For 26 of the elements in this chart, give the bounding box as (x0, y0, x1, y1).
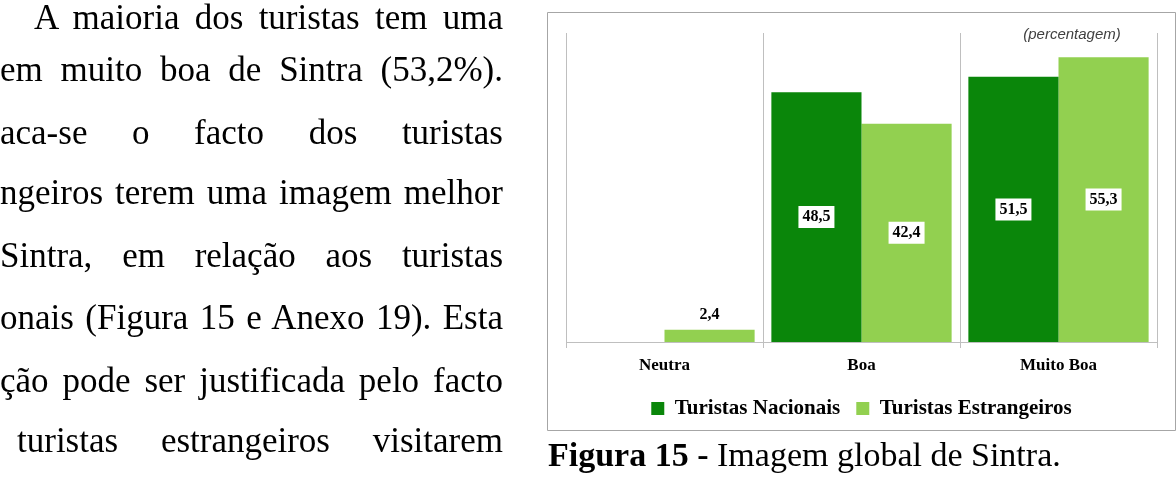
text: Imagem global de Sintra. (716, 436, 1061, 473)
text: (percentagem) (1023, 25, 1121, 43)
bar (1058, 57, 1149, 342)
x-tick-label: Neutra (639, 354, 691, 374)
text: em muito boa de Sintra (53,2%). (0, 50, 503, 89)
bar (861, 123, 952, 342)
text: Sintra, em relação aos turistas (0, 236, 503, 275)
bar (968, 76, 1059, 342)
data-label: 48,5 (802, 207, 831, 225)
legend-label: Turistas Nacionais (674, 394, 841, 419)
data-label: 51,5 (999, 199, 1028, 217)
data-label: 2,4 (699, 304, 720, 322)
bar (771, 92, 862, 342)
legend-label: Turistas Estrangeiros (879, 394, 1072, 419)
text: aca-se o facto dos turistas (0, 113, 503, 152)
x-tick-label: Muito Boa (1020, 354, 1098, 374)
x-tick-label: Boa (847, 354, 877, 374)
text: turistas estrangeiros visitarem (17, 421, 503, 460)
text: A maioria dos turistas tem uma (34, 0, 503, 37)
text: onais (Figura 15 e Anexo 19). Esta (0, 298, 503, 337)
data-label: 55,3 (1089, 189, 1118, 207)
text: ção pode ser justificada pelo facto (0, 361, 503, 400)
data-label: 42,4 (892, 222, 921, 240)
bar (664, 329, 755, 342)
text: Figura 15 - (548, 436, 709, 473)
text: ngeiros terem uma imagem melhor (0, 173, 503, 212)
